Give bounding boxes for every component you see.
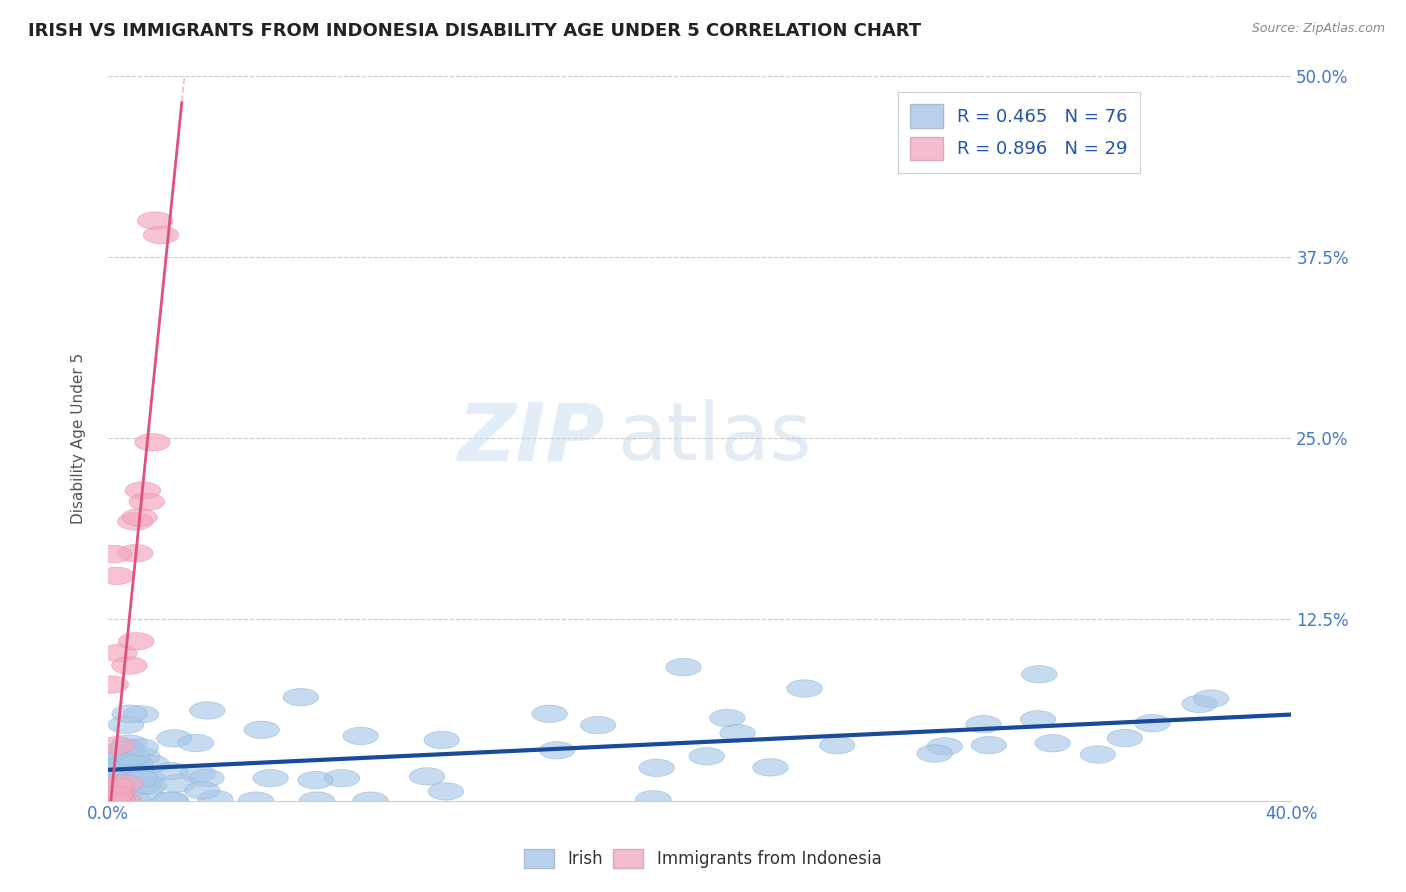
Text: IRISH VS IMMIGRANTS FROM INDONESIA DISABILITY AGE UNDER 5 CORRELATION CHART: IRISH VS IMMIGRANTS FROM INDONESIA DISAB… (28, 22, 921, 40)
Legend: Irish, Immigrants from Indonesia: Irish, Immigrants from Indonesia (517, 842, 889, 875)
Text: atlas: atlas (617, 399, 811, 477)
Text: ZIP: ZIP (457, 399, 605, 477)
Legend: R = 0.465   N = 76, R = 0.896   N = 29: R = 0.465 N = 76, R = 0.896 N = 29 (897, 92, 1140, 172)
Text: Source: ZipAtlas.com: Source: ZipAtlas.com (1251, 22, 1385, 36)
Y-axis label: Disability Age Under 5: Disability Age Under 5 (72, 352, 86, 524)
